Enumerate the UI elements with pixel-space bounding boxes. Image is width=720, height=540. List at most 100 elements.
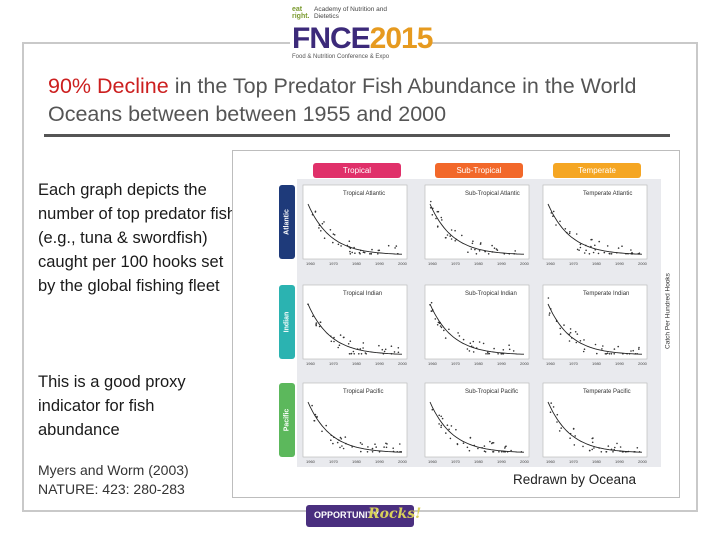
data-point <box>377 249 380 252</box>
data-point <box>492 442 495 444</box>
data-point <box>337 243 340 246</box>
data-point <box>329 229 332 231</box>
data-point <box>564 228 567 230</box>
data-point <box>341 445 343 447</box>
data-point <box>495 248 498 250</box>
data-point <box>470 248 473 250</box>
data-point <box>468 449 471 452</box>
data-point <box>472 351 475 353</box>
data-point <box>436 210 439 213</box>
data-point <box>592 251 595 254</box>
data-point <box>614 446 616 449</box>
data-point <box>493 347 495 350</box>
data-point <box>591 441 594 444</box>
x-tick-label: 2000 <box>520 361 530 366</box>
data-point <box>573 444 576 446</box>
row-label-atlantic: Atlantic <box>279 185 295 259</box>
panel-title: Sub-Tropical Pacific <box>465 389 518 395</box>
panel-temperate-pacific: Temperate Pacific 1960 1970 1980 1990 2000 <box>542 382 648 464</box>
data-point <box>574 435 576 437</box>
data-point <box>394 247 396 249</box>
data-point <box>475 253 478 255</box>
data-point <box>321 430 323 433</box>
data-point <box>359 442 362 444</box>
panel-frame <box>424 382 530 458</box>
data-point <box>358 353 360 355</box>
data-point <box>342 447 345 450</box>
x-tick-label: 2000 <box>398 361 408 366</box>
data-point <box>591 448 593 451</box>
data-point <box>632 349 634 352</box>
data-point <box>378 344 380 347</box>
data-point <box>349 340 352 342</box>
x-tick-label: 1960 <box>546 361 556 366</box>
data-point <box>498 451 500 453</box>
data-point <box>480 242 482 244</box>
trend-curve <box>307 401 402 453</box>
x-tick-label: 1990 <box>375 459 385 464</box>
data-point <box>579 243 582 246</box>
data-point <box>468 350 471 352</box>
data-point <box>568 340 571 342</box>
data-point <box>493 247 496 249</box>
x-tick-label: 1980 <box>474 361 484 366</box>
panel-tropical-indian: Tropical Indian 1960 1970 1980 1990 2000 <box>302 284 408 366</box>
data-point <box>491 244 493 247</box>
data-point <box>371 447 374 450</box>
data-point <box>390 345 393 347</box>
data-point <box>487 351 489 354</box>
data-point <box>549 411 552 414</box>
data-point <box>548 314 551 316</box>
data-point <box>438 423 440 425</box>
data-point <box>362 251 365 253</box>
data-point <box>594 343 597 346</box>
data-point <box>458 335 461 337</box>
data-point <box>582 350 585 353</box>
data-point <box>504 447 506 449</box>
title-accent: 90% Decline <box>48 74 169 98</box>
data-point <box>311 404 313 407</box>
data-point <box>487 253 490 255</box>
data-point <box>441 219 443 221</box>
data-point <box>377 253 379 255</box>
x-tick-label: 2000 <box>520 459 530 464</box>
data-point <box>610 253 613 255</box>
data-point <box>444 237 447 239</box>
data-point <box>360 450 362 453</box>
x-tick-label: 1970 <box>569 261 579 266</box>
data-point <box>450 425 453 427</box>
data-point <box>582 445 584 448</box>
data-point <box>353 353 355 355</box>
data-point <box>336 441 339 444</box>
data-point <box>367 446 369 448</box>
x-tick-label: 1980 <box>474 459 484 464</box>
data-point <box>512 350 515 352</box>
data-point <box>363 251 366 254</box>
data-point <box>504 446 507 448</box>
data-point <box>365 353 367 355</box>
panel-sub-tropical-indian: Sub-Tropical Indian 1960 1970 1980 1990 2000 <box>424 284 530 366</box>
x-tick-label: 1970 <box>451 261 461 266</box>
data-point <box>430 301 433 304</box>
data-point <box>354 252 356 254</box>
data-point <box>466 446 469 449</box>
fnce-logo: eat right. Academy of Nutrition and Diet… <box>290 4 433 60</box>
data-point <box>348 353 351 355</box>
x-tick-label: 1970 <box>329 261 339 266</box>
data-point <box>491 442 493 445</box>
column-label-subtropical: Sub-Tropical <box>435 163 523 178</box>
panel-frame <box>542 284 648 360</box>
fnce-wordmark: FNCE2015 <box>292 24 433 54</box>
data-point <box>339 334 342 336</box>
panel-title: Temperate Indian <box>583 291 629 297</box>
data-point <box>585 249 587 252</box>
data-point <box>348 240 351 242</box>
data-point <box>315 322 318 324</box>
data-point <box>449 235 451 237</box>
x-tick-label: 1980 <box>592 361 602 366</box>
x-tick-label: 2000 <box>638 459 648 464</box>
data-point <box>469 342 472 344</box>
data-point <box>607 445 610 447</box>
data-point <box>588 449 591 452</box>
